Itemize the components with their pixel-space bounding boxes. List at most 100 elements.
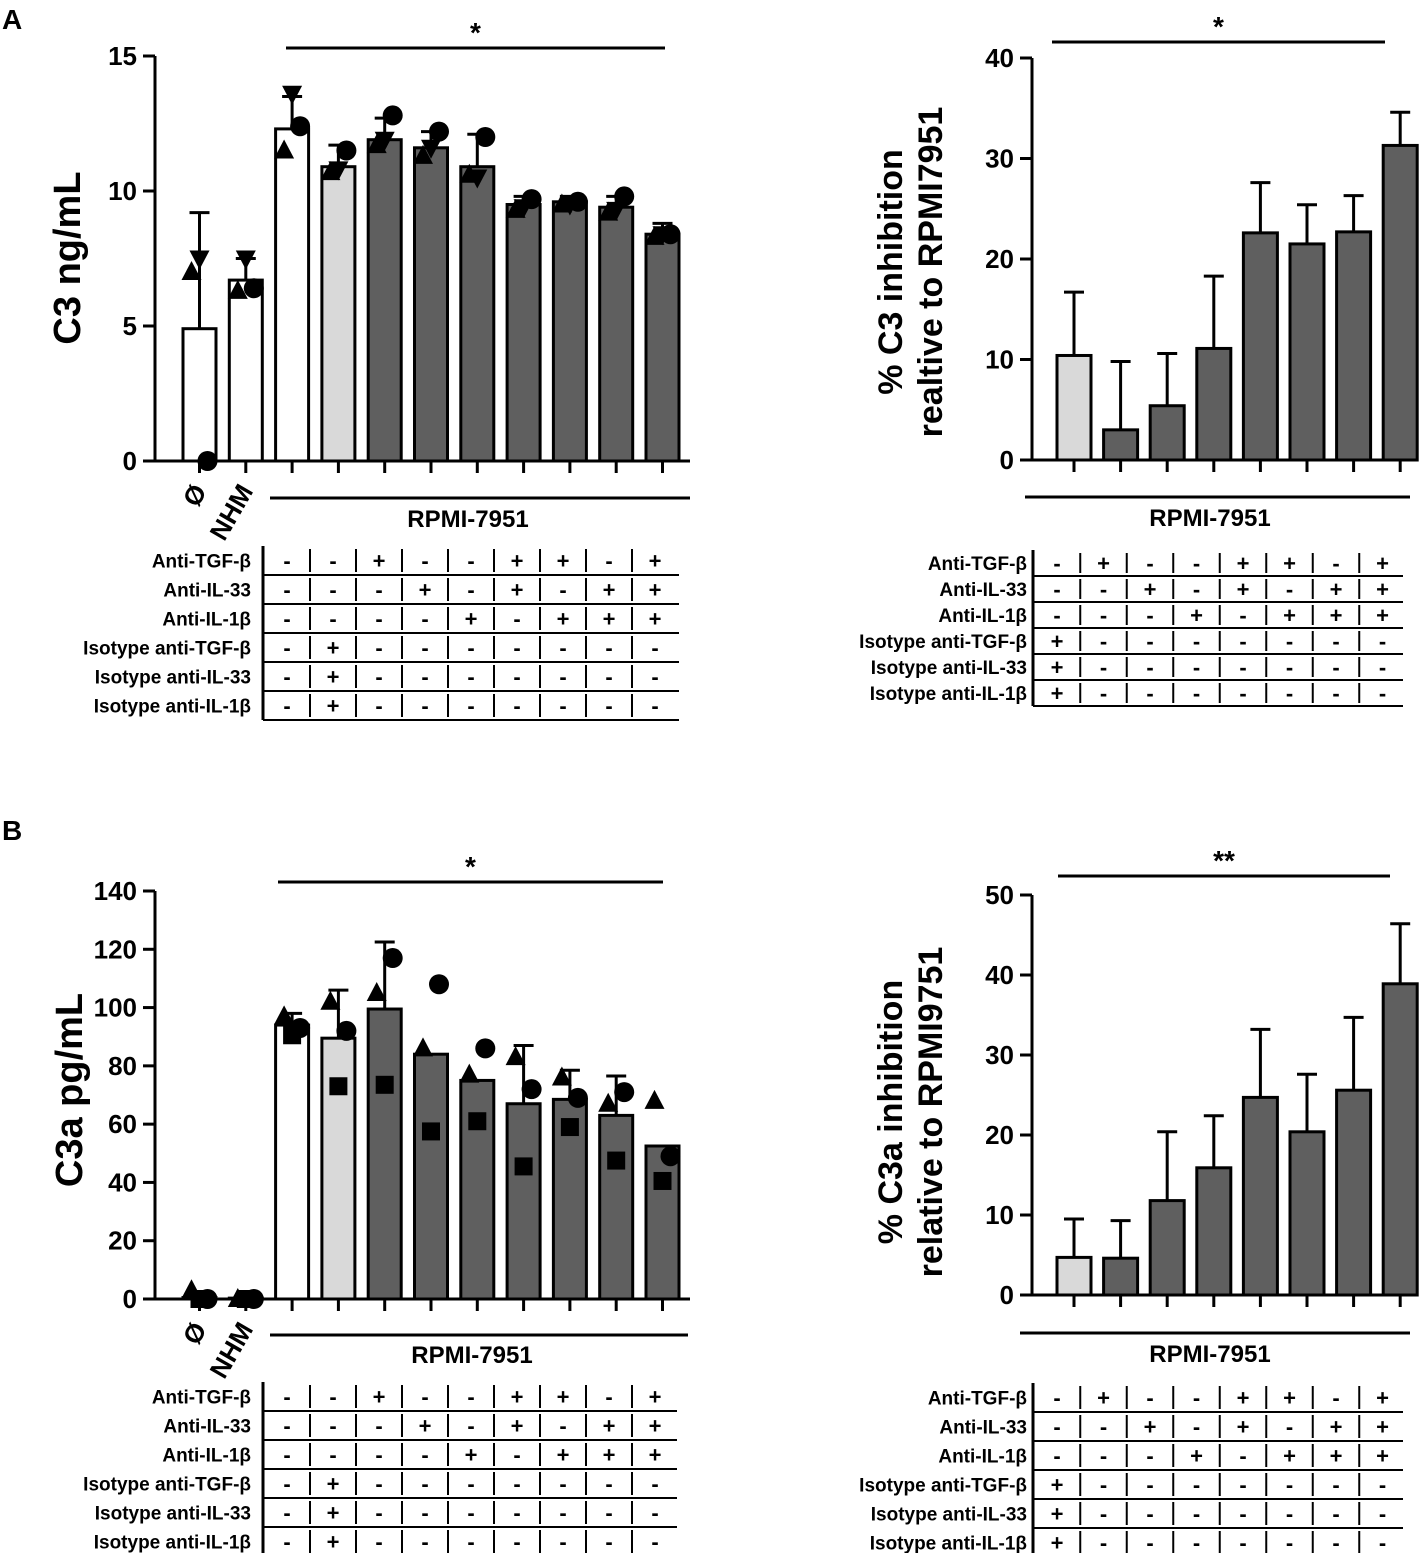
- table-cell-mark: -: [651, 636, 658, 661]
- table-cell-mark: +: [511, 578, 524, 603]
- table-cell-mark: -: [1100, 1415, 1107, 1440]
- table-cell-mark: -: [1239, 1531, 1246, 1553]
- table-cell-mark: +: [465, 607, 478, 632]
- y-tick-label: 0: [123, 446, 137, 476]
- table-cell-mark: -: [1286, 629, 1293, 654]
- bar: [1148, 1199, 1186, 1297]
- table-cell-mark: -: [1239, 681, 1246, 706]
- data-point-triangle: [366, 134, 387, 154]
- table-cell-mark: -: [1193, 1502, 1200, 1527]
- data-point-circle: [521, 1079, 542, 1100]
- table-cell-mark: -: [1100, 1444, 1107, 1469]
- table-cell-mark: -: [1286, 1531, 1293, 1553]
- table-cell-mark: +: [327, 636, 340, 661]
- table-cell-mark: -: [605, 1501, 612, 1526]
- table-cell-mark: -: [513, 636, 520, 661]
- data-point-square: [422, 1122, 440, 1141]
- data-point-circle: [567, 191, 588, 212]
- table-row-label: Anti-IL-33: [163, 1417, 251, 1438]
- table-cell-mark: +: [649, 1443, 662, 1468]
- bar: [1102, 1256, 1140, 1297]
- y-tick-label: 140: [94, 876, 137, 906]
- table-cell-mark: -: [513, 607, 520, 632]
- table-cell-mark: +: [1051, 1473, 1064, 1498]
- table-cell-mark: -: [1100, 629, 1107, 654]
- table-cell-mark: -: [1146, 681, 1153, 706]
- data-point-triangle-down: [467, 169, 488, 189]
- data-point-circle: [243, 278, 264, 299]
- data-point-square: [514, 1157, 533, 1176]
- table-cell-mark: +: [1237, 551, 1250, 576]
- table-cell-mark: -: [1239, 603, 1246, 628]
- table-cell-mark: +: [327, 1501, 340, 1526]
- data-point-circle: [290, 116, 311, 137]
- table-row-label: Isotype anti-TGF-β: [859, 1476, 1027, 1497]
- y-tick-label: 0: [1000, 1280, 1014, 1310]
- y-tick-label: 30: [985, 144, 1014, 174]
- table-cell-mark: -: [375, 578, 382, 603]
- table-cell-mark: -: [559, 1472, 566, 1497]
- table-cell-mark: -: [1379, 1531, 1386, 1553]
- data-point-triangle-down: [235, 250, 256, 270]
- table-cell-mark: +: [1376, 577, 1389, 602]
- table-row-label: Anti-TGF-β: [928, 554, 1027, 575]
- table-cell-mark: +: [511, 1385, 524, 1410]
- table-cell-mark: -: [1053, 577, 1060, 602]
- table-cell-mark: -: [1379, 1473, 1386, 1498]
- data-point-triangle: [181, 261, 202, 280]
- data-point-circle: [429, 121, 449, 142]
- x-category-label: NHM: [203, 1317, 259, 1383]
- table-cell-mark: -: [421, 1443, 428, 1468]
- table-cell-mark: +: [419, 578, 432, 603]
- table-cell-mark: +: [557, 607, 570, 632]
- data-point-triangle: [644, 225, 665, 245]
- table-cell-mark: -: [467, 1472, 474, 1497]
- table-cell-mark: -: [375, 1472, 382, 1497]
- data-point-triangle-down: [282, 85, 303, 105]
- data-point-triangle: [227, 279, 248, 299]
- data-point-circle: [567, 1087, 588, 1108]
- table-cell-mark: -: [1193, 1386, 1200, 1411]
- table-row-label: Isotype anti-TGF-β: [859, 632, 1027, 653]
- data-point-square: [375, 1075, 394, 1094]
- table-cell-mark: -: [1146, 603, 1153, 628]
- data-point-square: [653, 1171, 672, 1190]
- y-tick-label: 40: [108, 1167, 137, 1197]
- table-cell-mark: +: [1330, 577, 1343, 602]
- data-point-triangle: [274, 1005, 295, 1025]
- table-cell-mark: -: [421, 607, 428, 632]
- table-cell-mark: -: [1146, 1502, 1153, 1527]
- table-cell-mark: -: [1286, 655, 1293, 680]
- table-cell-mark: +: [603, 607, 616, 632]
- data-point-square: [468, 1112, 487, 1131]
- y-tick-label: 10: [985, 1200, 1014, 1230]
- table-cell-mark: -: [513, 1443, 520, 1468]
- table-cell-mark: -: [283, 1530, 290, 1553]
- table-cell-mark: -: [513, 1472, 520, 1497]
- panel-label-a: A: [2, 4, 22, 35]
- bar: [320, 165, 357, 463]
- y-tick-label: 120: [94, 934, 137, 964]
- table-cell-mark: -: [1239, 1502, 1246, 1527]
- table-cell-mark: -: [283, 694, 290, 719]
- table-cell-mark: -: [1193, 577, 1200, 602]
- bar: [1288, 242, 1326, 462]
- table-cell-mark: -: [329, 549, 336, 574]
- bar: [551, 200, 588, 463]
- table-cell-mark: -: [605, 1472, 612, 1497]
- table-cell-mark: +: [1376, 603, 1389, 628]
- table-cell-mark: +: [557, 549, 570, 574]
- table-cell-mark: +: [1330, 1444, 1343, 1469]
- table-cell-mark: -: [1053, 1386, 1060, 1411]
- table-cell-mark: -: [467, 694, 474, 719]
- table-cell-mark: +: [1237, 1415, 1250, 1440]
- bar: [1241, 1095, 1279, 1297]
- y-axis-label: C3a pg/mL: [49, 993, 91, 1187]
- y-tick-label: 20: [985, 1120, 1014, 1150]
- table-row-label: Isotype anti-IL-1β: [94, 697, 251, 718]
- table-cell-mark: -: [1239, 655, 1246, 680]
- group-label: RPMI-7951: [411, 1342, 532, 1369]
- table-cell-mark: -: [605, 665, 612, 690]
- table-row-label: Anti-IL-33: [939, 580, 1027, 601]
